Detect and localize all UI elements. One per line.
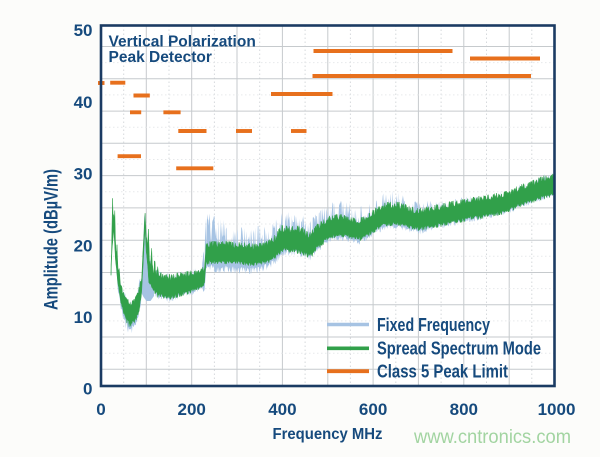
svg-text:200: 200 (178, 400, 206, 419)
svg-text:1000: 1000 (538, 400, 576, 419)
svg-text:0: 0 (96, 400, 105, 419)
svg-text:Amplitude (dBµV/m): Amplitude (dBµV/m) (42, 169, 63, 310)
svg-text:0: 0 (83, 380, 92, 399)
svg-text:Frequency MHz: Frequency MHz (273, 426, 383, 443)
svg-text:30: 30 (74, 165, 93, 184)
svg-text:Peak Detector: Peak Detector (109, 49, 212, 66)
svg-text:Spread Spectrum Mode: Spread Spectrum Mode (377, 339, 541, 359)
svg-text:600: 600 (359, 400, 387, 419)
svg-text:40: 40 (74, 93, 93, 112)
svg-text:Class 5 Peak Limit: Class 5 Peak Limit (377, 362, 508, 382)
svg-text:10: 10 (74, 308, 93, 327)
svg-text:400: 400 (268, 400, 296, 419)
svg-text:50: 50 (74, 21, 93, 40)
svg-text:Vertical Polarization: Vertical Polarization (109, 34, 256, 51)
svg-text:20: 20 (74, 236, 93, 255)
svg-text:Fixed Frequency: Fixed Frequency (377, 315, 490, 335)
svg-text:www.cntronics.com: www.cntronics.com (413, 427, 571, 448)
svg-text:800: 800 (450, 400, 478, 419)
